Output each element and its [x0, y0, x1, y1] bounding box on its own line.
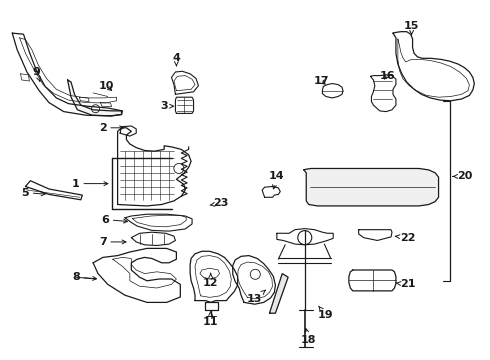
- Text: 17: 17: [313, 76, 329, 86]
- Text: 12: 12: [203, 273, 219, 288]
- Text: 9: 9: [33, 67, 41, 81]
- Polygon shape: [68, 80, 122, 116]
- Polygon shape: [304, 168, 439, 206]
- Text: 10: 10: [99, 81, 115, 91]
- Text: 6: 6: [101, 215, 127, 225]
- Text: 21: 21: [396, 279, 416, 289]
- Text: 14: 14: [269, 171, 285, 189]
- Text: 2: 2: [99, 123, 123, 133]
- Text: 22: 22: [395, 233, 416, 243]
- Text: 7: 7: [99, 237, 126, 247]
- Text: 23: 23: [210, 198, 228, 208]
- Text: 5: 5: [22, 188, 45, 198]
- Text: 11: 11: [203, 312, 219, 327]
- Text: 19: 19: [318, 306, 334, 320]
- Text: 16: 16: [379, 71, 395, 81]
- Text: 8: 8: [72, 272, 97, 282]
- Text: 18: 18: [301, 328, 317, 345]
- Text: 3: 3: [160, 101, 173, 111]
- Polygon shape: [270, 274, 288, 313]
- Text: 20: 20: [453, 171, 472, 181]
- Text: 13: 13: [247, 290, 266, 304]
- Text: 1: 1: [72, 179, 108, 189]
- Text: 4: 4: [172, 53, 180, 66]
- Text: 15: 15: [404, 21, 419, 35]
